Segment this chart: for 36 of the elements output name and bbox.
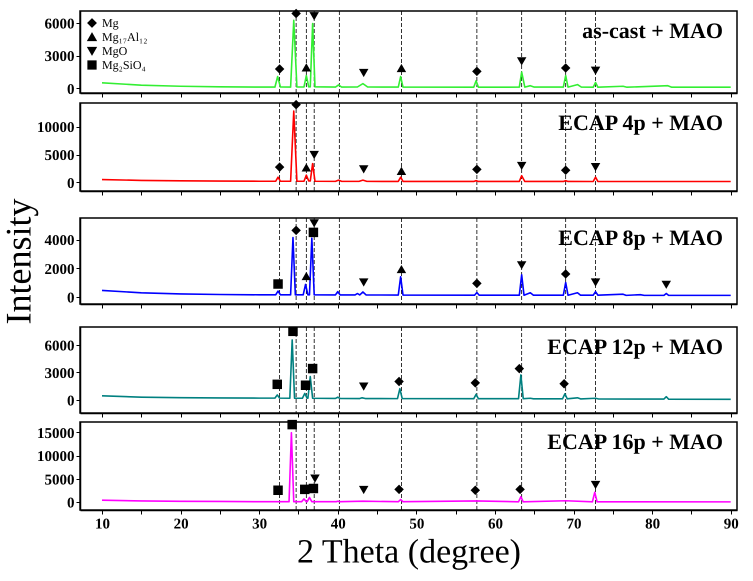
y-tick-label: 0 bbox=[67, 290, 74, 307]
annotation: ECAP 4p + MAO bbox=[558, 110, 723, 135]
y-tick-label: 10000 bbox=[37, 449, 74, 466]
y-tick-label: 6000 bbox=[44, 338, 74, 354]
legend-label: Mg₁₇Al₁₂ bbox=[102, 30, 148, 44]
legend-label: Mg bbox=[102, 16, 119, 30]
y-tick-label: 3000 bbox=[44, 366, 74, 382]
y-tick-label: 6000 bbox=[44, 16, 74, 32]
annotation: as-cast + MAO bbox=[582, 18, 723, 43]
y-tick-label: 10000 bbox=[37, 120, 74, 136]
legend-label: MgO bbox=[102, 44, 128, 58]
y-tick-label: 0 bbox=[67, 496, 74, 512]
y-tick-label: 5000 bbox=[44, 472, 74, 488]
x-tick-label: 80 bbox=[645, 516, 660, 532]
annotation: ECAP 8p + MAO bbox=[558, 225, 723, 250]
x-tick-label: 90 bbox=[724, 516, 739, 532]
x-tick-label: 10 bbox=[95, 516, 110, 532]
y-axis-title: Intensity bbox=[0, 198, 38, 324]
x-axis-title: 2 Theta (degree) bbox=[296, 534, 522, 570]
y-tick-label: 0 bbox=[67, 394, 74, 410]
y-tick-label: 3000 bbox=[44, 49, 74, 66]
y-tick-label: 4000 bbox=[44, 233, 74, 250]
x-tick-label: 60 bbox=[488, 516, 503, 532]
y-tick-label: 5000 bbox=[44, 148, 74, 164]
x-tick-label: 40 bbox=[330, 516, 346, 532]
x-tick-label: 30 bbox=[252, 516, 268, 532]
annotation: ECAP 16p + MAO bbox=[547, 429, 723, 454]
x-tick-label: 20 bbox=[174, 516, 189, 532]
x-tick-label: 50 bbox=[409, 516, 424, 532]
y-tick-label: 0 bbox=[67, 176, 74, 192]
y-tick-label: 0 bbox=[67, 82, 74, 98]
legend-label: Mg₂SiO₄ bbox=[102, 58, 146, 72]
x-tick-label: 70 bbox=[566, 516, 582, 532]
y-tick-label: 2000 bbox=[44, 262, 74, 278]
annotation: ECAP 12p + MAO bbox=[547, 334, 723, 359]
y-tick-label: 15000 bbox=[37, 426, 74, 442]
